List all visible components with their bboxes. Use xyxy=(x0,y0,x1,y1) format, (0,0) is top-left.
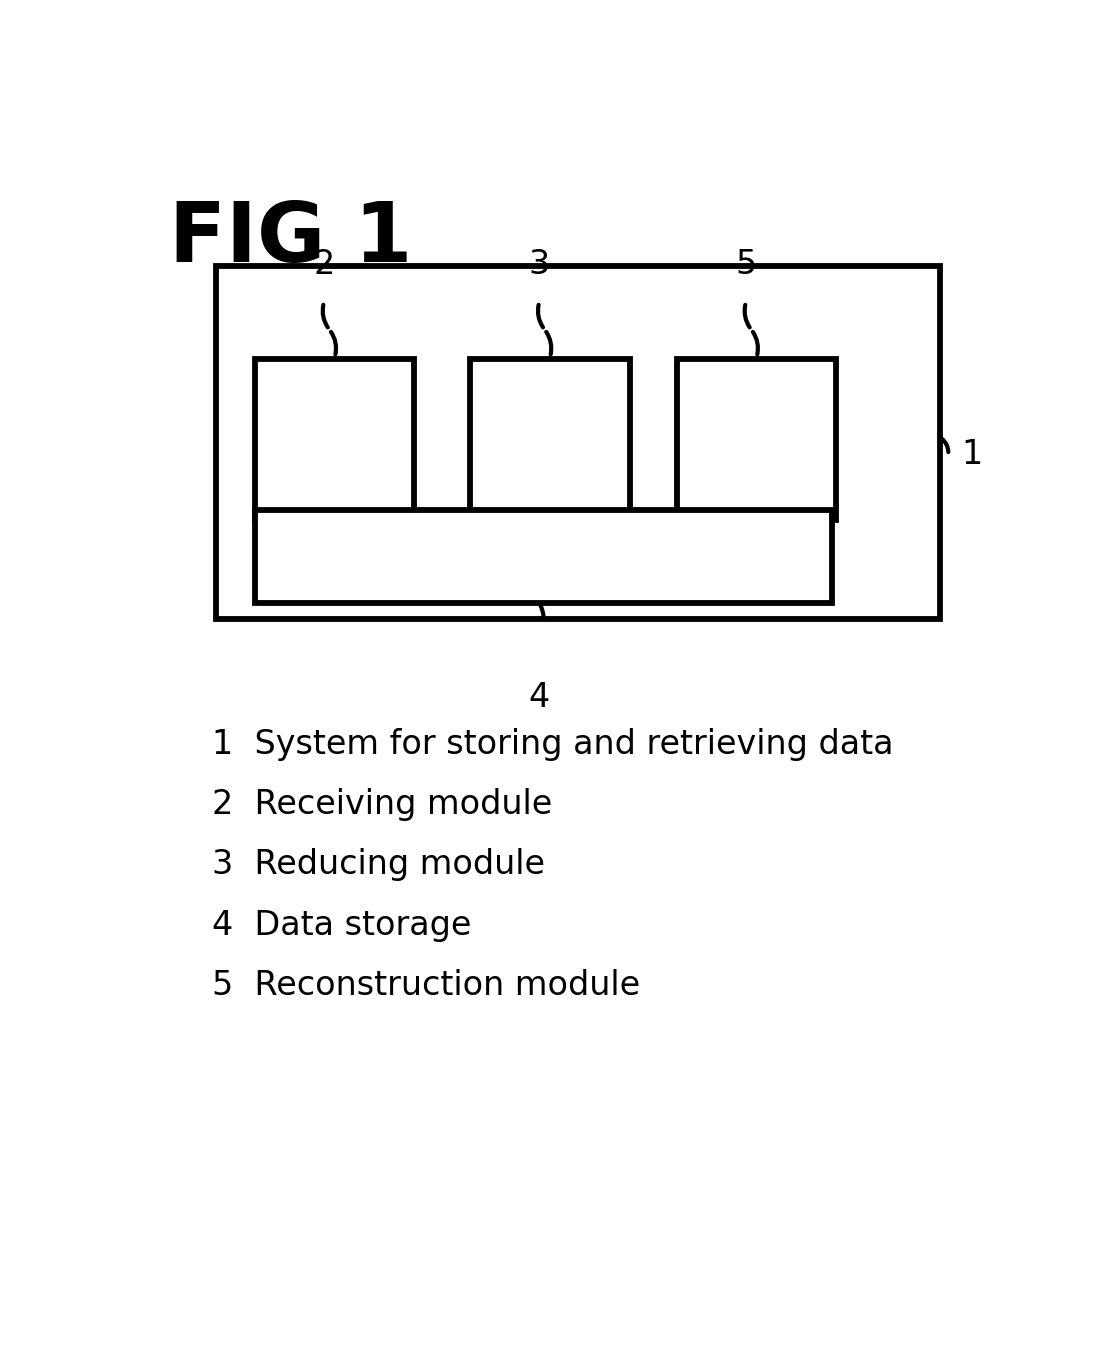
Text: 2  Receiving module: 2 Receiving module xyxy=(212,788,552,822)
Text: 1  System for storing and retrieving data: 1 System for storing and retrieving data xyxy=(212,728,893,761)
Text: 5  Reconstruction module: 5 Reconstruction module xyxy=(212,969,640,1002)
Text: 1: 1 xyxy=(961,438,982,471)
Bar xyxy=(677,359,837,521)
Bar xyxy=(470,359,630,521)
Text: 3: 3 xyxy=(529,248,550,282)
Bar xyxy=(256,510,832,603)
Text: 4  Data storage: 4 Data storage xyxy=(212,909,471,942)
Text: 2: 2 xyxy=(313,248,334,282)
Text: 4: 4 xyxy=(529,681,550,714)
Text: 5: 5 xyxy=(735,248,757,282)
Text: FIG 1: FIG 1 xyxy=(169,198,412,279)
Bar xyxy=(256,359,414,521)
Bar xyxy=(217,266,940,619)
Text: 3  Reducing module: 3 Reducing module xyxy=(212,849,546,881)
